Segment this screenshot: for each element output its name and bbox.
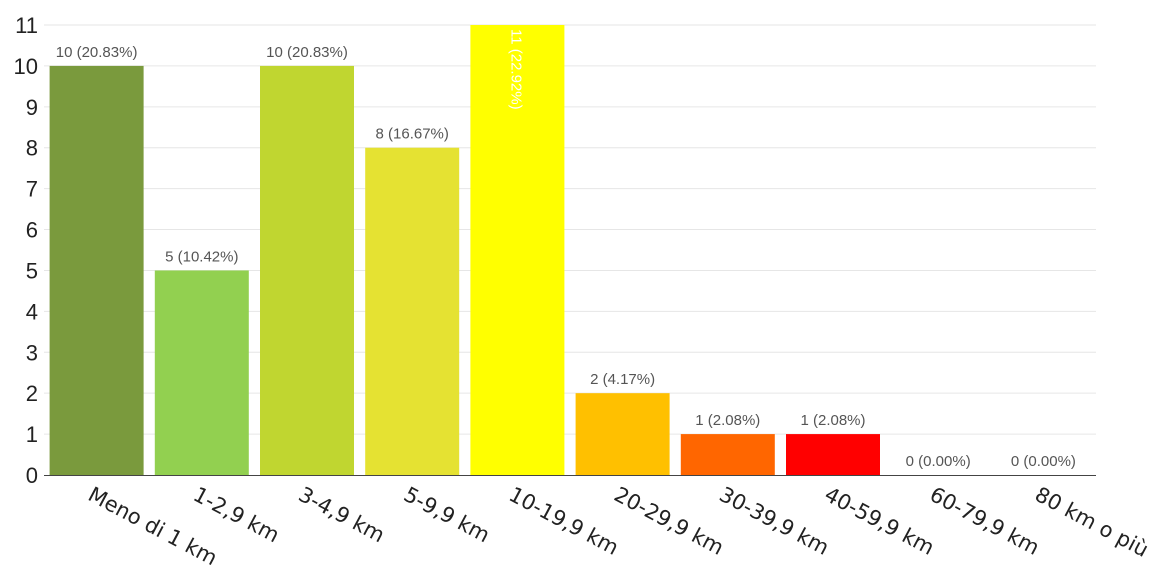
x-axis: Meno di 1 km1-2,9 km 3-4,9 km 5-9,9 km 10-1… <box>44 475 1152 570</box>
data-label: 0 (0.00%) <box>906 453 971 470</box>
data-label: 5 (10.42%) <box>165 248 238 265</box>
bar <box>365 147 460 475</box>
y-tick-label: 7 <box>26 177 38 202</box>
data-label: 11 (22.92%) <box>507 29 524 110</box>
data-label: 1 (2.08%) <box>800 412 865 429</box>
y-tick-label: 5 <box>26 258 38 283</box>
x-tick-label: 40-59,9 km <box>821 482 939 560</box>
data-label: 0 (0.00%) <box>1011 453 1076 470</box>
x-tick-label: 60-79,9 km <box>926 482 1044 560</box>
data-label: 10 (20.83%) <box>56 44 138 61</box>
bars <box>49 25 880 475</box>
bar <box>260 65 354 475</box>
y-tick-label: 6 <box>26 218 38 243</box>
x-tick-label: 20-29,9 km <box>610 482 728 560</box>
y-tick-label: 1 <box>26 422 38 447</box>
y-tick-label: 4 <box>26 299 38 324</box>
y-tick-label: 0 <box>26 463 38 488</box>
x-tick-label: 1-2,9 km <box>189 482 283 547</box>
y-tick-label: 11 <box>15 13 38 38</box>
bar <box>786 434 880 475</box>
bar <box>680 434 775 475</box>
x-tick-label: 10-19,9 km <box>505 482 623 560</box>
data-label: 10 (20.83%) <box>266 44 348 61</box>
data-label: 1 (2.08%) <box>695 412 760 429</box>
y-tick-label: 8 <box>26 136 38 161</box>
x-tick-label: 80 km o più <box>1031 482 1152 562</box>
y-tick-label: 10 <box>14 54 38 79</box>
data-labels: 10 (20.83%) 5 (10.42%) 10 (20.83%) 8 (16.67… <box>56 29 1076 470</box>
y-tick-label: 9 <box>26 95 38 120</box>
bar <box>575 393 670 475</box>
y-tick-label: 2 <box>26 381 38 406</box>
data-label: 2 (4.17%) <box>590 371 655 388</box>
bar <box>49 65 144 475</box>
y-axis: 0 1 2 3 4 5 6 7 8 9 10 11 <box>14 13 38 488</box>
bar <box>154 270 249 475</box>
x-tick-label: 3-4,9 km <box>295 482 389 547</box>
x-tick-label: 30-39,9 km <box>715 482 833 560</box>
bar <box>470 25 565 475</box>
x-tick-label: 5-9,9 km <box>400 482 494 547</box>
data-label: 8 (16.67%) <box>376 126 449 143</box>
y-tick-label: 3 <box>26 340 38 365</box>
